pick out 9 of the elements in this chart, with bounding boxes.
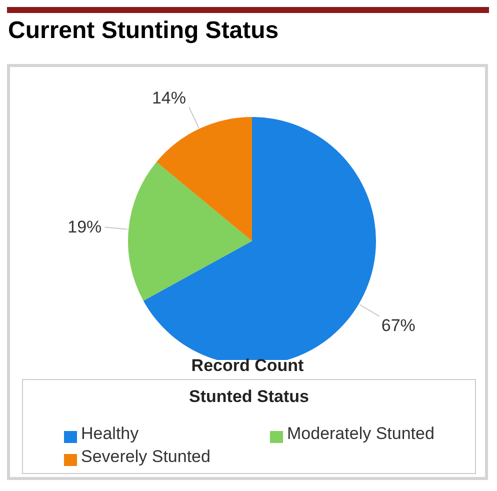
data-label: 14% [152, 88, 186, 108]
legend-label: Healthy [81, 424, 139, 444]
chart-title: Current Stunting Status [8, 16, 279, 46]
data-label: 19% [68, 218, 102, 237]
legend-label: Moderately Stunted [287, 424, 434, 444]
data-label: 67% [381, 316, 416, 335]
legend-label: Severely Stunted [81, 446, 210, 466]
legend-title: Stunted Status [188, 387, 310, 407]
text: Record Count [190, 356, 305, 376]
